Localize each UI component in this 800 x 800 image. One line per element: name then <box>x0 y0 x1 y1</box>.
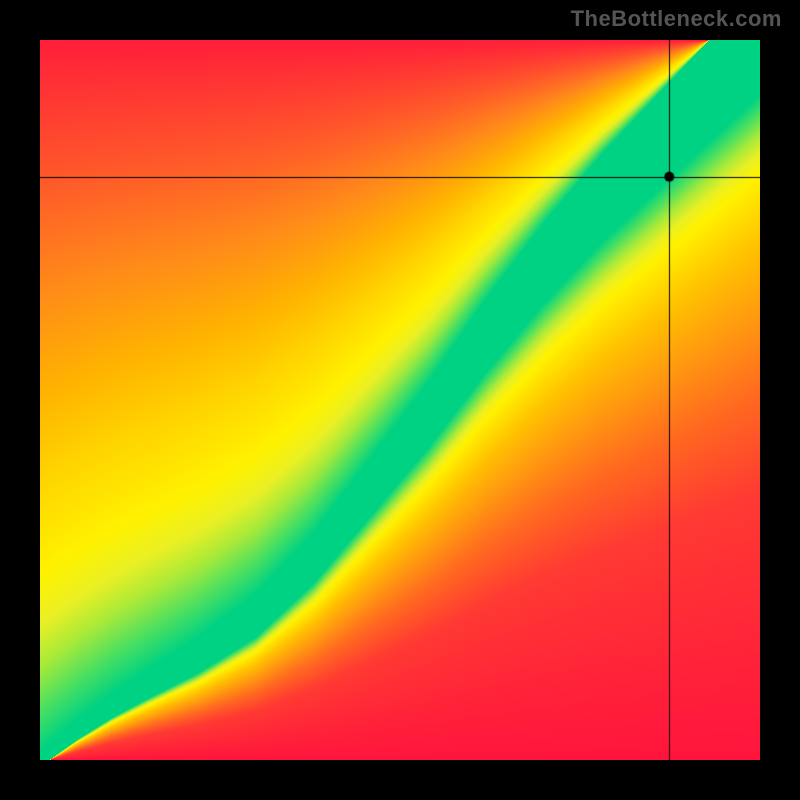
stage: TheBottleneck.com <box>0 0 800 800</box>
crosshair-overlay <box>0 0 800 800</box>
watermark-text: TheBottleneck.com <box>571 6 782 32</box>
